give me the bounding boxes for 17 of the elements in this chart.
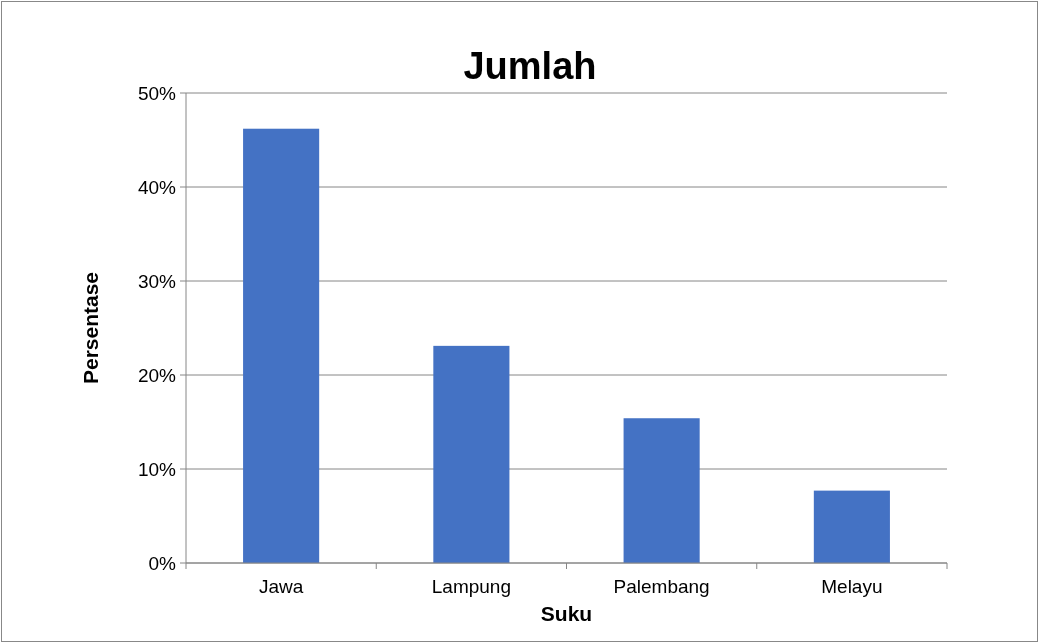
bar — [433, 345, 510, 563]
bar — [623, 418, 700, 563]
x-axis-title: Suku — [540, 602, 593, 625]
x-tick-label: Melayu — [821, 576, 883, 597]
bar — [243, 128, 320, 563]
y-tick-label: 30% — [137, 270, 177, 292]
y-tick-label: 20% — [137, 364, 177, 386]
y-axis-title: Persentase — [79, 271, 102, 385]
x-tick-label: Jawa — [258, 576, 304, 597]
y-tick-label: 50% — [137, 82, 177, 104]
y-tick-label: 0% — [148, 552, 177, 574]
y-tick-label: 40% — [137, 176, 177, 198]
y-tick-label: 10% — [137, 458, 177, 480]
chart-title: Jumlah — [463, 45, 597, 87]
x-tick-label: Palembang — [613, 576, 710, 597]
bar — [813, 490, 890, 563]
x-tick-label: Lampung — [431, 576, 511, 597]
